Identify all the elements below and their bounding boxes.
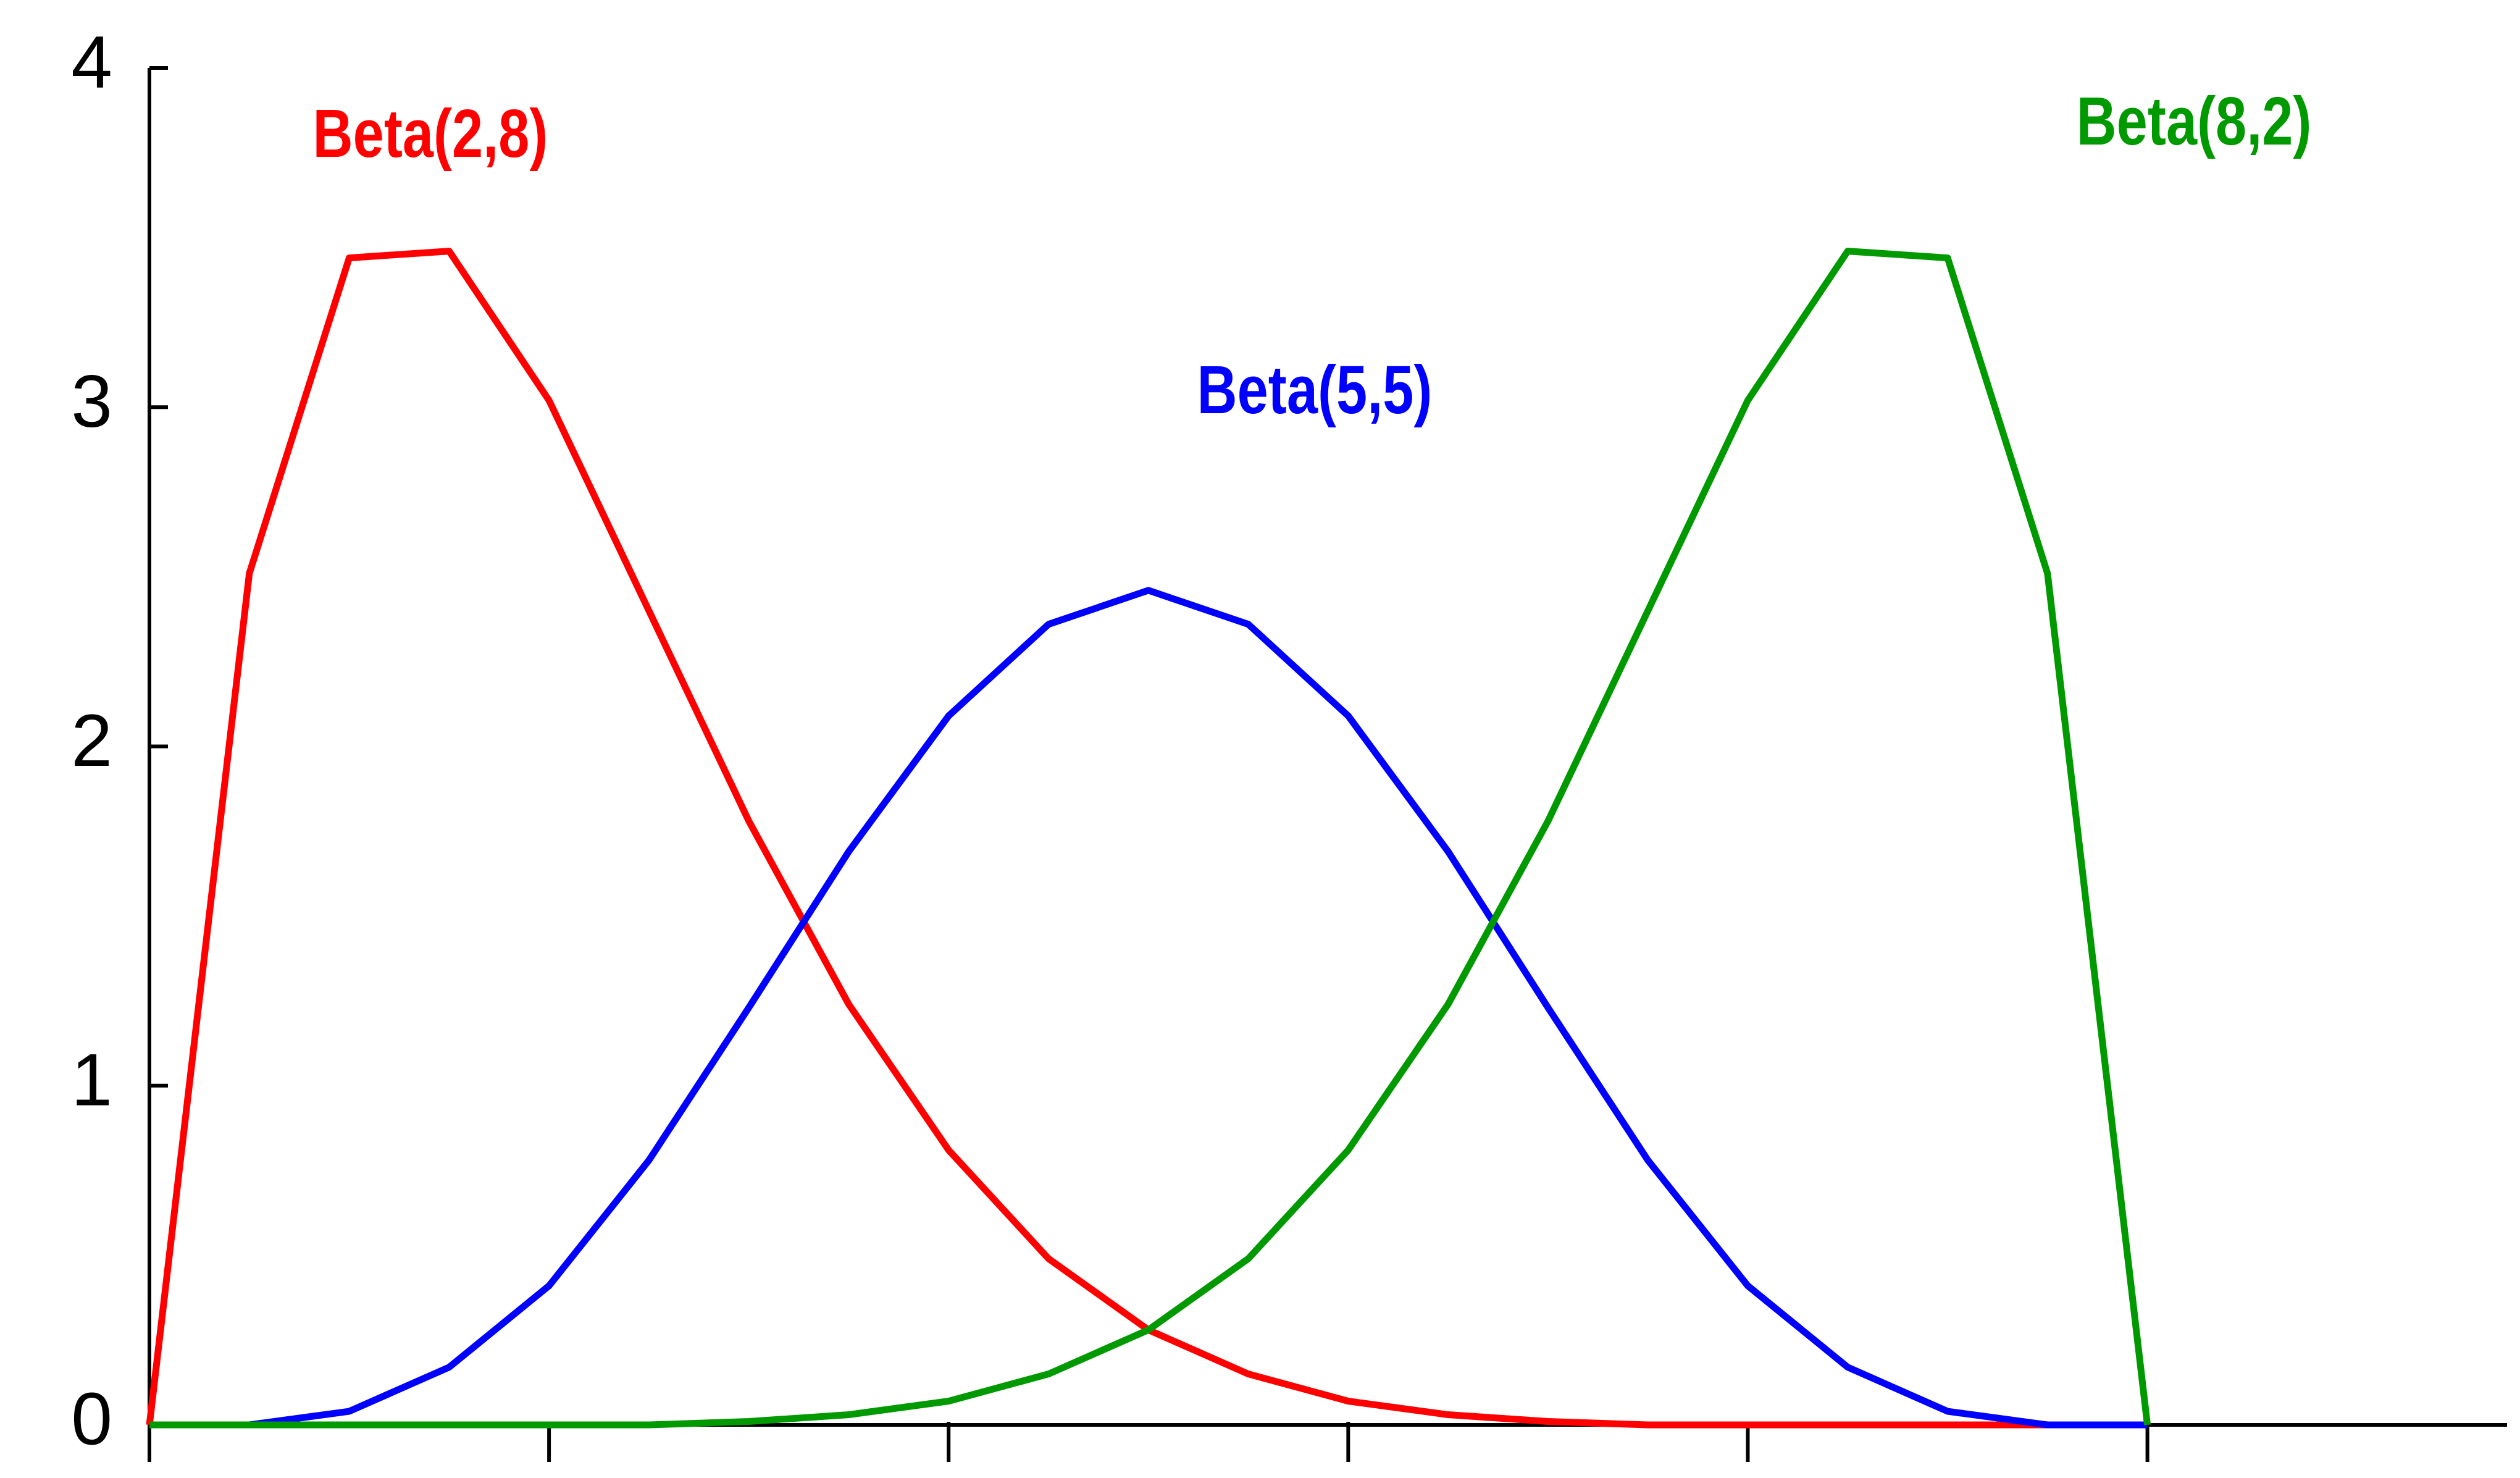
y-tick-label: 0	[71, 1378, 112, 1461]
series-line	[149, 587, 2148, 1429]
y-tick-label: 3	[71, 360, 112, 443]
series-line	[149, 248, 2151, 1429]
y-tick-label: 2	[71, 699, 112, 782]
series-line	[146, 248, 2148, 1429]
series-label: Beta(8,2)	[2077, 84, 2312, 159]
series-label: Beta(2,8)	[313, 96, 548, 172]
y-tick-label: 4	[71, 21, 112, 104]
y-tick-label: 1	[71, 1038, 112, 1121]
series-label: Beta(5,5)	[1197, 353, 1433, 428]
